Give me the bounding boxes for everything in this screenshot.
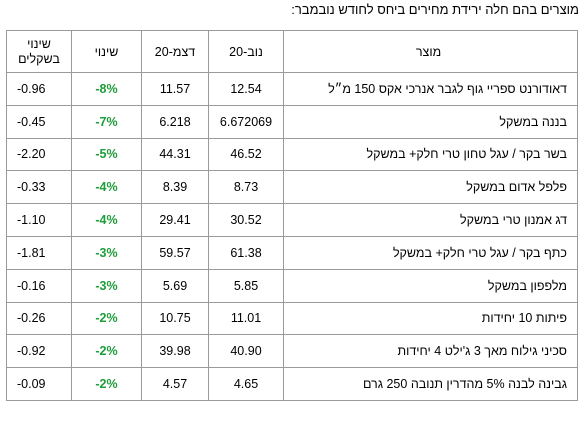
cell-change: -5% [71,137,142,172]
cell-nov: 46.52 [208,137,284,172]
cell-shekel-change: -0.96 [6,72,72,106]
cell-dec: 11.57 [141,72,209,106]
cell-dec: 29.41 [141,203,209,237]
cell-change: -4% [71,170,142,205]
cell-shekel-change: -0.16 [6,268,72,303]
cell-product: דג אמנון טרי במשקל [283,203,578,237]
table-row: -0.45 -7% 6.218 6.672069 בננה במשקל [6,104,578,139]
cell-dec: 8.39 [141,170,209,205]
cell-product: כתף בקר / עגל טרי חלק+ במשקל [283,235,578,270]
header-product: מוצר [283,30,578,73]
cell-shekel-change: -0.45 [6,104,72,139]
table-row: -1.10 -4% 29.41 30.52 דג אמנון טרי במשקל [6,203,578,237]
header-dec: דצמ-20 [141,30,209,73]
cell-product: בשר בקר / עגל טחון טרי חלק+ במשקל [283,137,578,172]
table-row: -0.33 -4% 8.39 8.73 פלפל אדום במשקל [6,170,578,205]
cell-shekel-change: -0.09 [6,367,72,401]
cell-nov: 40.90 [208,334,284,369]
cell-product: סכיני גילוח מאך 3 ג'ילט 4 יחידות [283,334,578,369]
cell-nov: 30.52 [208,203,284,237]
cell-product: מלפפון במשקל [283,268,578,303]
price-decrease-table: שינוי בשקלים שינוי דצמ-20 נוב-20 מוצר -0… [6,30,578,401]
cell-change: -2% [71,367,142,401]
cell-change: -8% [71,72,142,106]
cell-shekel-change: -1.10 [6,203,72,237]
cell-dec: 5.69 [141,268,209,303]
cell-product: פיתות 10 יחידות [283,301,578,336]
cell-product: פלפל אדום במשקל [283,170,578,205]
cell-change: -7% [71,104,142,139]
cell-nov: 4.65 [208,367,284,401]
cell-dec: 39.98 [141,334,209,369]
cell-change: -3% [71,235,142,270]
cell-product: דאודורנט ספריי גוף לגבר אנרכי אקס 150 מ״… [283,72,578,106]
cell-shekel-change: -0.33 [6,170,72,205]
cell-dec: 6.218 [141,104,209,139]
header-shekel-change: שינוי בשקלים [6,30,72,73]
table-header-row: שינוי בשקלים שינוי דצמ-20 נוב-20 מוצר [6,30,578,73]
table-row: -1.81 -3% 59.57 61.38 כתף בקר / עגל טרי … [6,235,578,270]
table-row: -0.26 -2% 10.75 11.01 פיתות 10 יחידות [6,301,578,336]
table-row: -0.92 -2% 39.98 40.90 סכיני גילוח מאך 3 … [6,334,578,369]
cell-nov: 8.73 [208,170,284,205]
header-change: שינוי [71,30,142,73]
cell-shekel-change: -1.81 [6,235,72,270]
cell-nov: 6.672069 [208,104,284,139]
table-row: -0.09 -2% 4.57 4.65 גבינה לבנה 5% מהדרין… [6,367,578,401]
cell-change: -4% [71,203,142,237]
table-caption: מוצרים בהם חלה ירידת מחירים ביחס לחודש נ… [291,2,579,17]
cell-dec: 59.57 [141,235,209,270]
header-nov: נוב-20 [208,30,284,73]
table-row: -0.16 -3% 5.69 5.85 מלפפון במשקל [6,268,578,303]
cell-shekel-change: -0.92 [6,334,72,369]
cell-product: גבינה לבנה 5% מהדרין תנובה 250 גרם [283,367,578,401]
cell-dec: 44.31 [141,137,209,172]
cell-dec: 4.57 [141,367,209,401]
cell-product: בננה במשקל [283,104,578,139]
cell-shekel-change: -2.20 [6,137,72,172]
cell-nov: 12.54 [208,72,284,106]
cell-nov: 11.01 [208,301,284,336]
table-row: -0.96 -8% 11.57 12.54 דאודורנט ספריי גוף… [6,72,578,106]
cell-dec: 10.75 [141,301,209,336]
cell-change: -2% [71,301,142,336]
cell-nov: 5.85 [208,268,284,303]
cell-change: -2% [71,334,142,369]
table-row: -2.20 -5% 44.31 46.52 בשר בקר / עגל טחון… [6,137,578,172]
cell-nov: 61.38 [208,235,284,270]
cell-shekel-change: -0.26 [6,301,72,336]
cell-change: -3% [71,268,142,303]
